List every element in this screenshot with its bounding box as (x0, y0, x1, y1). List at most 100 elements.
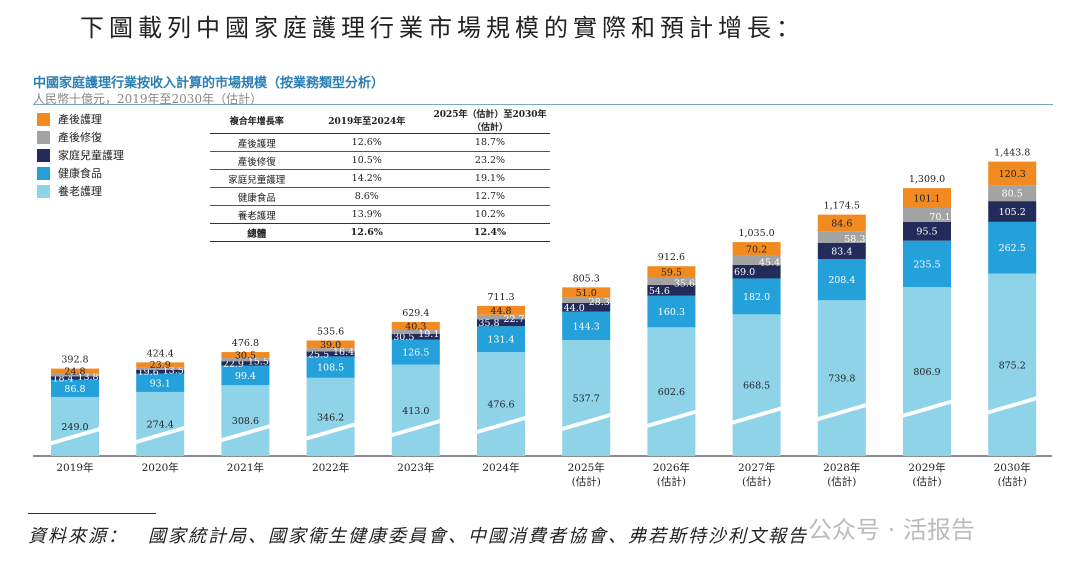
data-label: 70.2 (746, 245, 767, 256)
chart-unit-label: 人民幣十億元，2019年至2030年（估計） (33, 92, 263, 106)
bar-segment (477, 352, 525, 456)
bar-segment (647, 266, 696, 278)
bar-segment (988, 221, 1037, 274)
source-note: 資料來源： 國家統計局、國家衛生健康委員會、中國消費者協會、弗若斯特沙利文報告 (28, 526, 808, 547)
legend-label: 家庭兒童護理 (58, 149, 124, 162)
total-label: 424.4 (147, 348, 174, 359)
bar-segment (647, 327, 696, 456)
data-label: 235.5 (913, 259, 940, 270)
bar-segment (51, 376, 99, 380)
total-label: 1,035.0 (738, 228, 774, 239)
bar-segment (477, 319, 525, 327)
x-tick-label: 2019年 (56, 461, 93, 474)
chart-title: 中國家庭護理行業按收入計算的市場規模（按業務類型分析） (33, 76, 385, 91)
source-rule (28, 513, 156, 514)
axis-break-mark (51, 427, 99, 446)
bar-segment (817, 259, 866, 301)
data-label: 806.9 (913, 367, 940, 378)
bar-segment (136, 391, 185, 456)
data-label: 40.3 (405, 321, 426, 332)
cell: 12.6% (303, 223, 430, 242)
table-header: 2025年（估計）至2030年（估計） (430, 107, 550, 134)
legend-swatch (37, 184, 50, 198)
legend-label: 產後修復 (58, 131, 102, 144)
bar-segment (391, 329, 440, 334)
bar-segment (51, 368, 99, 374)
bar-segment (732, 255, 781, 265)
legend-item: 養老護理 (37, 182, 124, 200)
bar-segment (136, 362, 185, 368)
data-label: 84.6 (831, 218, 852, 229)
bar-segment (562, 311, 611, 341)
bar-segment (562, 287, 611, 298)
bar-segment (136, 367, 185, 370)
x-tick-label: 2029年 (908, 461, 945, 474)
x-tick-label: 2026年 (653, 461, 690, 474)
data-label: 22.9 (223, 359, 244, 370)
x-tick-label: 2027年 (738, 461, 775, 474)
bar-segment (391, 322, 440, 330)
total-label: 1,443.8 (994, 148, 1030, 159)
bar-segment (903, 208, 951, 222)
bar-segment (817, 300, 866, 456)
data-label: 131.4 (487, 335, 514, 346)
data-label: 28.3 (589, 297, 610, 308)
bar-segment (391, 339, 440, 365)
bar-segment (136, 369, 185, 374)
data-label: 249.0 (61, 422, 88, 433)
legend-swatch (37, 112, 50, 126)
data-label: 86.8 (64, 384, 85, 395)
x-tick-note: (估計) (742, 475, 771, 488)
data-label: 95.5 (916, 227, 937, 238)
axis-break-mark (306, 422, 355, 441)
axis-break-mark (903, 399, 951, 418)
bar-segment (221, 385, 270, 456)
data-label: 476.6 (487, 400, 514, 411)
data-label: 208.4 (828, 275, 855, 286)
data-label: 144.3 (573, 321, 600, 332)
table-row: 健康食品 8.6% 12.7% (210, 187, 550, 206)
legend-item: 健康食品 (37, 164, 124, 182)
bar-segment (903, 221, 951, 241)
axis-break-mark (391, 419, 440, 438)
legend-item: 產後護理 (37, 110, 124, 128)
data-label: 39.0 (320, 340, 341, 351)
data-label: 35.8 (478, 318, 499, 329)
x-tick-label: 2025年 (568, 461, 605, 474)
page-heading: 下圖載列中國家庭護理行業市場規模的實際和預計增長： (80, 14, 805, 42)
bar-segment (477, 314, 525, 320)
bar-segment (306, 348, 355, 352)
cell: 8.6% (303, 187, 430, 206)
bar-segment (221, 358, 270, 362)
bar-segment (817, 214, 866, 232)
data-label: 44.0 (564, 303, 585, 314)
data-label: 274.4 (147, 419, 174, 430)
bar-segment (391, 333, 440, 340)
bar-segment (562, 302, 611, 312)
data-label: 22.7 (503, 314, 524, 325)
cell: 10.5% (303, 151, 430, 170)
bar-segment (647, 277, 696, 285)
data-label: 69.0 (734, 267, 755, 278)
data-label: 58.3 (844, 234, 865, 245)
total-label: 912.6 (658, 252, 685, 263)
data-label: 18.4 (52, 374, 73, 385)
bar-segment (732, 242, 781, 256)
bar-segment (221, 352, 270, 359)
data-label: 19.1 (418, 329, 439, 340)
table-row: 產後護理 12.6% 18.7% (210, 133, 550, 152)
cell: 18.7% (430, 133, 550, 152)
data-label: 126.5 (402, 348, 429, 359)
cell: 家庭兒童護理 (210, 169, 304, 188)
axis-break-mark (732, 406, 781, 425)
table-header: 複合年增長率 (210, 107, 304, 134)
data-label: 739.8 (828, 374, 855, 385)
bar-segment (988, 161, 1037, 186)
legend-swatch (37, 166, 50, 180)
x-tick-note: (估計) (912, 475, 941, 488)
table-row: 養老護理 13.9% 10.2% (210, 206, 550, 224)
data-label: 25.5 (308, 349, 329, 360)
data-label: 54.6 (649, 286, 670, 297)
data-label: 537.7 (573, 394, 600, 405)
table-row: 家庭兒童護理 14.2% 19.1% (210, 169, 550, 188)
